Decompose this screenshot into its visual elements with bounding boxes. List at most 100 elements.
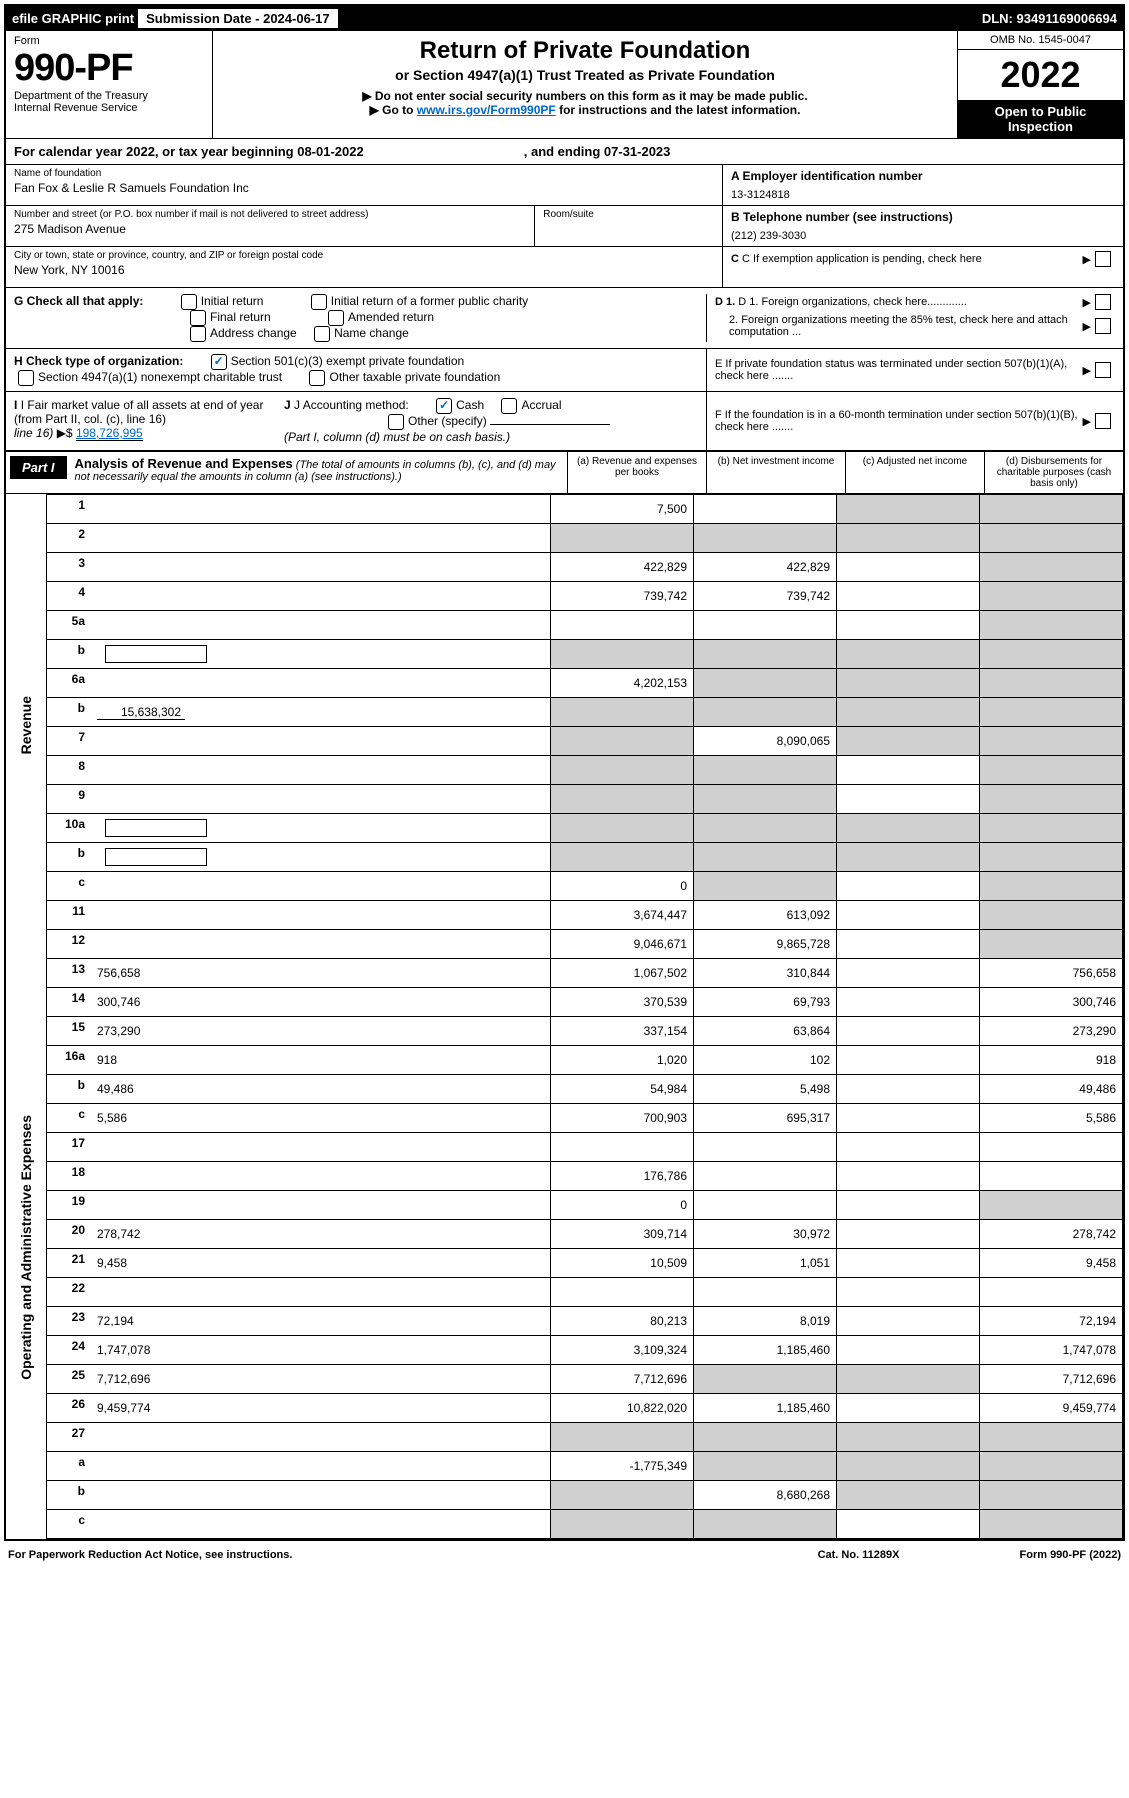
- h-501c3-checkbox[interactable]: ✓: [211, 354, 227, 370]
- h-opt3: Other taxable private foundation: [329, 370, 500, 384]
- d2-label: 2. Foreign organizations meeting the 85%…: [715, 314, 1083, 338]
- row-num: 2: [47, 524, 92, 553]
- row-desc: [91, 640, 551, 669]
- f-checkbox[interactable]: [1095, 413, 1111, 429]
- row-desc: [91, 1278, 551, 1307]
- row-num: b: [47, 1075, 92, 1104]
- col-a-val: 370,539: [551, 988, 694, 1017]
- col-a-val: 422,829: [551, 553, 694, 582]
- row-desc: 273,290: [91, 1017, 551, 1046]
- col-a-val: [551, 1423, 694, 1452]
- col-c-val: [837, 843, 980, 872]
- j-cash-checkbox[interactable]: ✓: [436, 398, 452, 414]
- j-accrual-checkbox[interactable]: [501, 398, 517, 414]
- row-num: b: [47, 1481, 92, 1510]
- col-c-val: [837, 669, 980, 698]
- row-num: 21: [47, 1249, 92, 1278]
- col-c-val: [837, 1423, 980, 1452]
- col-b-val: [694, 1365, 837, 1394]
- col-d-val: [980, 727, 1123, 756]
- table-row: 9: [6, 785, 1123, 814]
- col-a-val: [551, 843, 694, 872]
- addr-label: Number and street (or P.O. box number if…: [14, 209, 526, 220]
- g-former-checkbox[interactable]: [311, 294, 327, 310]
- col-b-val: 8,019: [694, 1307, 837, 1336]
- col-b-val: [694, 814, 837, 843]
- col-d-val: [980, 872, 1123, 901]
- dln: DLN: 93491169006694: [982, 11, 1117, 26]
- col-a-val: 337,154: [551, 1017, 694, 1046]
- table-row: 129,046,6719,865,728: [6, 930, 1123, 959]
- col-a-val: 3,109,324: [551, 1336, 694, 1365]
- table-row: 20278,742309,71430,972278,742: [6, 1220, 1123, 1249]
- table-row: 16a9181,020102918: [6, 1046, 1123, 1075]
- row-num: 15: [47, 1017, 92, 1046]
- col-d-header: (d) Disbursements for charitable purpose…: [984, 452, 1123, 493]
- c-checkbox[interactable]: [1095, 251, 1111, 267]
- row-desc: [91, 1481, 551, 1510]
- table-row: 113,674,447613,092: [6, 901, 1123, 930]
- row-desc: [91, 1510, 551, 1539]
- d2-checkbox[interactable]: [1095, 318, 1111, 334]
- col-b-val: 69,793: [694, 988, 837, 1017]
- row-num: 17: [47, 1133, 92, 1162]
- col-a-val: [551, 785, 694, 814]
- row-num: 8: [47, 756, 92, 785]
- col-a-val: 7,712,696: [551, 1365, 694, 1394]
- room-cell: Room/suite: [534, 206, 722, 246]
- j-other-checkbox[interactable]: [388, 414, 404, 430]
- h-other-checkbox[interactable]: [309, 370, 325, 386]
- table-row: Revenue17,500: [6, 495, 1123, 524]
- ein-value: 13-3124818: [731, 189, 1115, 201]
- col-a-val: [551, 611, 694, 640]
- table-row: b: [6, 640, 1123, 669]
- row-num: 26: [47, 1394, 92, 1423]
- row-num: c: [47, 872, 92, 901]
- col-c-val: [837, 959, 980, 988]
- col-d-val: [980, 1423, 1123, 1452]
- g-final-checkbox[interactable]: [190, 310, 206, 326]
- col-a-val: [551, 524, 694, 553]
- j-cash: Cash: [456, 398, 484, 412]
- col-c-val: [837, 814, 980, 843]
- row-desc: [91, 611, 551, 640]
- col-c-val: [837, 582, 980, 611]
- efile-label: efile GRAPHIC print: [12, 11, 134, 26]
- g-name-checkbox[interactable]: [314, 326, 330, 342]
- e-checkbox[interactable]: [1095, 362, 1111, 378]
- table-row: 10a: [6, 814, 1123, 843]
- form-number: 990-PF: [14, 47, 204, 90]
- h-4947-checkbox[interactable]: [18, 370, 34, 386]
- row-num: 22: [47, 1278, 92, 1307]
- g-opt-name: Name change: [334, 326, 409, 340]
- row-num: 12: [47, 930, 92, 959]
- row-desc: 278,742: [91, 1220, 551, 1249]
- col-d-val: 1,747,078: [980, 1336, 1123, 1365]
- row-desc: [91, 582, 551, 611]
- row-desc: 918: [91, 1046, 551, 1075]
- row-num: 13: [47, 959, 92, 988]
- d1-checkbox[interactable]: [1095, 294, 1111, 310]
- col-b-val: [694, 1510, 837, 1539]
- foundation-city: New York, NY 10016: [14, 263, 714, 277]
- note-link-row: ▶ Go to www.irs.gov/Form990PF for instru…: [219, 103, 951, 117]
- row-desc: 300,746: [91, 988, 551, 1017]
- col-c-header: (c) Adjusted net income: [845, 452, 984, 493]
- col-d-val: [980, 582, 1123, 611]
- i-value[interactable]: 198,726,995: [76, 426, 143, 441]
- j-label: J Accounting method:: [294, 398, 409, 412]
- col-d-val: [980, 524, 1123, 553]
- g-amended-checkbox[interactable]: [328, 310, 344, 326]
- col-a-val: 309,714: [551, 1220, 694, 1249]
- col-d-val: [980, 843, 1123, 872]
- year-block: OMB No. 1545-0047 2022 Open to Public In…: [958, 31, 1123, 138]
- irs-link[interactable]: www.irs.gov/Form990PF: [417, 103, 556, 117]
- col-a-val: 3,674,447: [551, 901, 694, 930]
- col-d-val: 9,458: [980, 1249, 1123, 1278]
- g-initial-checkbox[interactable]: [181, 294, 197, 310]
- col-a-val: 4,202,153: [551, 669, 694, 698]
- row-num: a: [47, 1452, 92, 1481]
- cal-year-end: , and ending 07-31-2023: [524, 144, 671, 159]
- row-desc: [91, 872, 551, 901]
- g-address-checkbox[interactable]: [190, 326, 206, 342]
